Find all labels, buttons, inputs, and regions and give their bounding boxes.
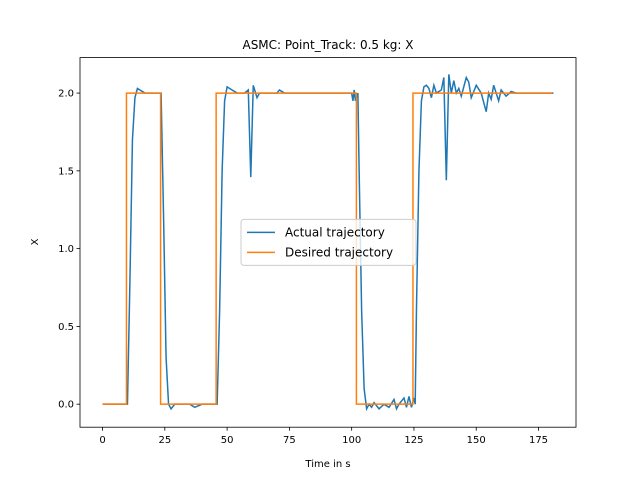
x-tick-label: 175 bbox=[529, 435, 548, 446]
data-line bbox=[102, 92, 553, 405]
x-tick-label: 75 bbox=[283, 435, 296, 446]
plot-frame bbox=[79, 57, 577, 428]
legend-label: Actual trajectory bbox=[285, 225, 385, 239]
legend-label: Desired trajectory bbox=[285, 245, 393, 259]
x-tick-label: 150 bbox=[467, 435, 486, 446]
y-tick-label: 0.0 bbox=[58, 400, 74, 411]
x-tick-label: 100 bbox=[342, 435, 361, 446]
y-axis-label: X bbox=[30, 238, 41, 245]
x-tick-label: 50 bbox=[221, 435, 234, 446]
legend-box bbox=[240, 218, 417, 266]
chart-title: ASMC: Point_Track: 0.5 kg: X bbox=[242, 38, 413, 52]
x-tick-label: 125 bbox=[404, 435, 423, 446]
y-tick-label: 1.5 bbox=[58, 166, 74, 177]
x-axis-label: Time in s bbox=[304, 459, 350, 470]
x-tick-label: 25 bbox=[158, 435, 171, 446]
data-line bbox=[102, 74, 554, 412]
y-tick-label: 2.0 bbox=[58, 89, 74, 100]
x-tick-label: 0 bbox=[99, 435, 105, 446]
y-tick-label: 0.5 bbox=[58, 322, 74, 333]
y-tick-label: 1.0 bbox=[58, 244, 74, 255]
